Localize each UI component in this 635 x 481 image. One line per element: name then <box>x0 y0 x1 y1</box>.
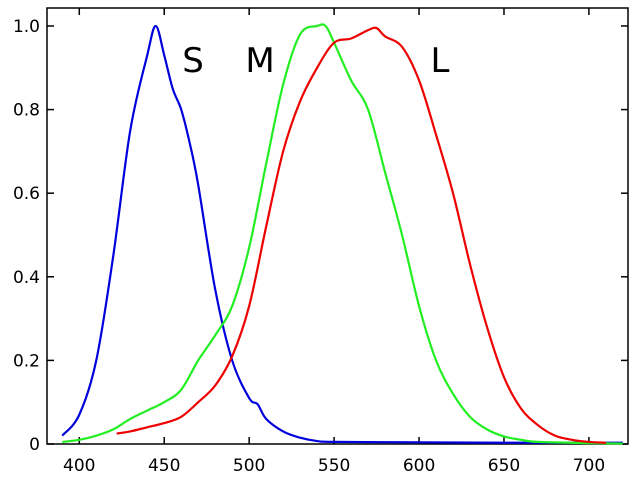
curve-label: S <box>182 41 204 81</box>
y-tick-label: 0.2 <box>13 351 40 371</box>
x-tick-label: 500 <box>233 456 265 476</box>
y-tick-label: 0.6 <box>13 184 40 204</box>
y-tick-label: 1.0 <box>13 17 40 37</box>
curve-label: L <box>431 41 450 81</box>
x-tick-label: 700 <box>573 456 605 476</box>
series-line <box>61 24 623 444</box>
curve-label: M <box>245 41 274 81</box>
x-tick-label: 450 <box>148 456 180 476</box>
x-tick-label: 400 <box>63 456 95 476</box>
y-tick-label: 0.8 <box>13 101 40 121</box>
x-tick-label: 650 <box>488 456 520 476</box>
y-tick-label: 0 <box>29 435 40 455</box>
plot-frame <box>46 7 629 445</box>
x-tick-label: 550 <box>318 456 350 476</box>
series-line <box>62 23 623 445</box>
series-line <box>116 26 606 444</box>
x-tick-label: 600 <box>403 456 435 476</box>
y-tick-label: 0.4 <box>13 268 40 288</box>
